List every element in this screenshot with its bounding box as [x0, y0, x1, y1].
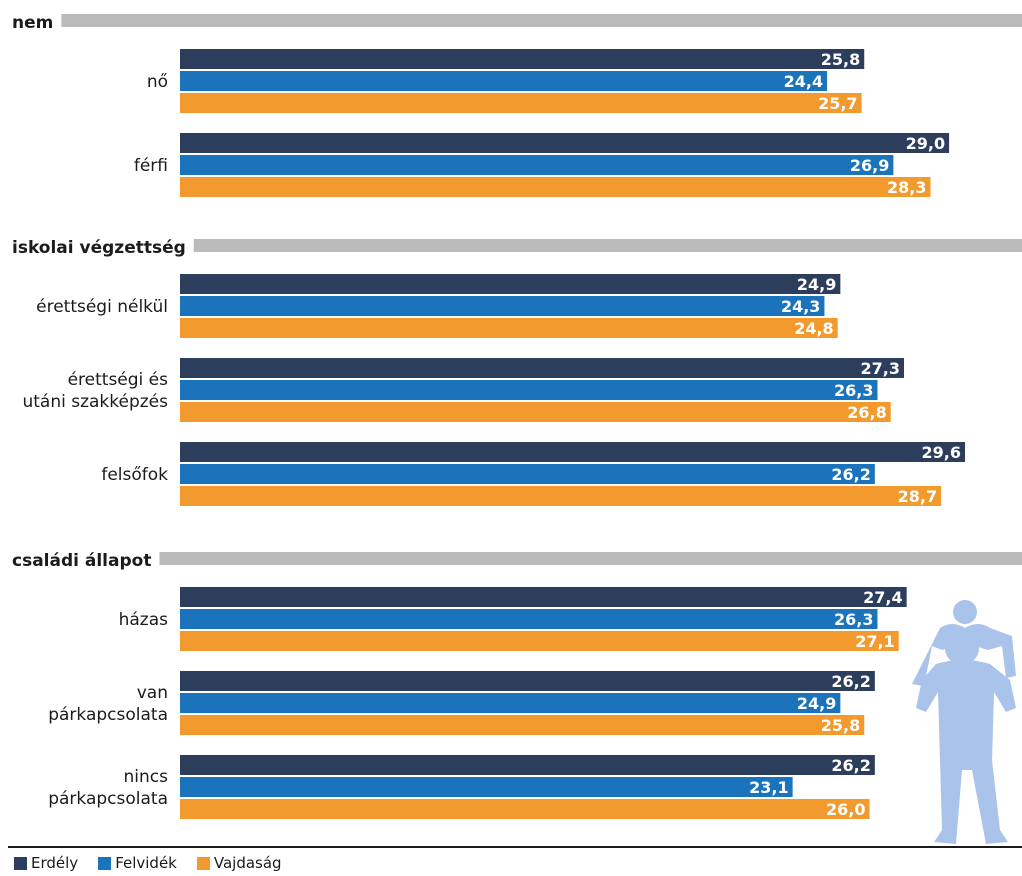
- parent-child-silhouette: [912, 600, 1016, 844]
- category-label-2-0: házas: [119, 610, 169, 630]
- value-label-2-2-0: 26,2: [831, 756, 870, 775]
- value-label-0-0-0: 25,8: [821, 50, 860, 69]
- value-label-2-1-1: 24,9: [797, 694, 836, 713]
- bar-2-0-1: [180, 609, 878, 629]
- legend-swatch-vajdasag: [196, 856, 210, 870]
- bar-2-1-1: [180, 693, 841, 713]
- legend-item-erdely: Erdély: [14, 854, 78, 872]
- bar-2-0-2: [180, 631, 899, 651]
- value-label-0-0-1: 24,4: [784, 72, 823, 91]
- category-label-2-1-0: van: [137, 683, 168, 703]
- value-label-1-0-2: 24,8: [794, 319, 833, 338]
- bar-1-1-1: [180, 380, 878, 400]
- legend-swatch-erdely: [14, 856, 27, 870]
- legend-label-vajdasag: Vajdaság: [213, 854, 282, 872]
- group-rule-2: [159, 552, 1022, 565]
- category-label-1-1-0: érettségi és: [68, 370, 169, 390]
- group-title-0: nem: [12, 13, 53, 33]
- bar-1-2-2: [180, 486, 942, 506]
- value-label-2-0-1: 26,3: [834, 610, 873, 629]
- bar-2-1-0: [180, 671, 875, 691]
- group-rule-0: [61, 14, 1022, 27]
- value-label-2-2-2: 26,0: [826, 800, 865, 819]
- value-label-1-0-1: 24,3: [781, 297, 820, 316]
- bar-0-0-1: [180, 71, 828, 91]
- bar-1-0-0: [180, 274, 841, 294]
- value-label-1-2-0: 29,6: [922, 443, 961, 462]
- bar-2-2-1: [180, 777, 793, 797]
- value-label-2-1-0: 26,2: [831, 672, 870, 691]
- category-label-1-1-1: utáni szakképzés: [22, 392, 168, 412]
- category-label-2-2-0: nincs: [124, 767, 169, 787]
- value-label-2-0-0: 27,4: [863, 588, 902, 607]
- category-label-0-0: nő: [147, 72, 168, 92]
- bar-2-0-0: [180, 587, 907, 607]
- bar-1-0-2: [180, 318, 838, 338]
- bar-1-2-0: [180, 442, 965, 462]
- bar-1-2-1: [180, 464, 875, 484]
- value-label-1-2-2: 28,7: [898, 487, 937, 506]
- group-rule-1: [193, 239, 1022, 252]
- bar-0-1-0: [180, 133, 950, 153]
- value-label-1-1-0: 27,3: [861, 359, 900, 378]
- category-label-0-1: férfi: [134, 156, 168, 176]
- legend-item-felvidek: Felvidék: [98, 854, 177, 872]
- bar-0-0-2: [180, 93, 862, 113]
- value-label-0-1-2: 28,3: [887, 178, 926, 197]
- value-label-2-1-2: 25,8: [821, 716, 860, 735]
- value-label-1-0-0: 24,9: [797, 275, 836, 294]
- legend-item-vajdasag: Vajdaság: [196, 854, 282, 872]
- legend: Erdély Felvidék Vajdaság: [14, 852, 282, 874]
- value-label-1-2-1: 26,2: [831, 465, 870, 484]
- category-label-1-2: felsőfok: [101, 465, 168, 485]
- value-label-0-1-0: 29,0: [906, 134, 945, 153]
- value-label-1-1-2: 26,8: [847, 403, 886, 422]
- bar-2-2-0: [180, 755, 875, 775]
- bar-0-1-2: [180, 177, 931, 197]
- bar-1-0-1: [180, 296, 825, 316]
- value-label-1-1-1: 26,3: [834, 381, 873, 400]
- bar-1-1-2: [180, 402, 891, 422]
- bar-2-1-2: [180, 715, 865, 735]
- value-label-0-1-1: 26,9: [850, 156, 889, 175]
- value-label-2-0-2: 27,1: [855, 632, 894, 651]
- legend-label-erdely: Erdély: [31, 854, 79, 872]
- value-label-0-0-2: 25,7: [818, 94, 857, 113]
- legend-swatch-felvidek: [98, 856, 112, 870]
- bar-0-1-1: [180, 155, 894, 175]
- legend-label-felvidek: Felvidék: [115, 854, 177, 872]
- value-label-2-2-1: 23,1: [749, 778, 788, 797]
- category-label-2-2-1: párkapcsolata: [48, 789, 168, 809]
- bar-2-2-2: [180, 799, 870, 819]
- category-label-1-0: érettségi nélkül: [36, 297, 168, 317]
- bar-0-0-0: [180, 49, 865, 69]
- group-title-2: családi állapot: [12, 551, 151, 571]
- bar-1-1-0: [180, 358, 905, 378]
- group-title-1: iskolai végzettség: [12, 238, 186, 258]
- category-label-2-1-1: párkapcsolata: [48, 705, 168, 725]
